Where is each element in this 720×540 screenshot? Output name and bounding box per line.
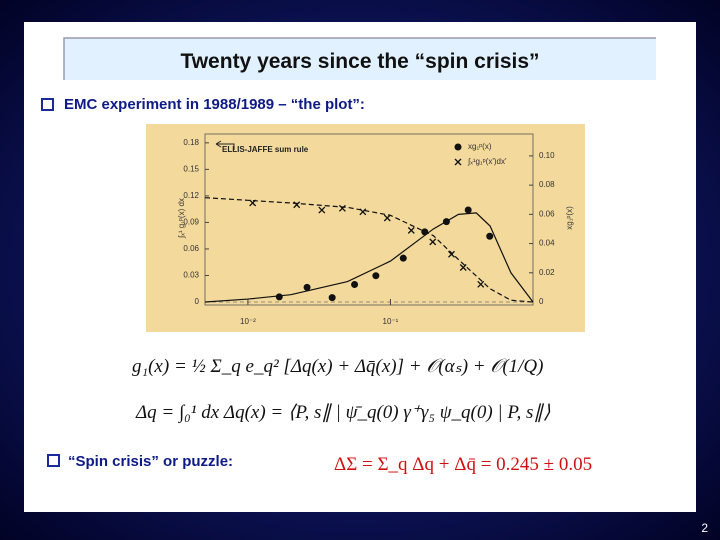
data-point (318, 206, 326, 214)
y2-tick-label: 0.02 (539, 268, 555, 277)
y2-axis-label: xg₁ᵖ(x) (565, 206, 574, 230)
x-tick-label: 10⁻² (240, 317, 256, 326)
y2-tick-label: 0.06 (539, 209, 555, 218)
data-point (399, 254, 407, 262)
y2-tick-label: 0.08 (539, 180, 555, 189)
x-tick-label: 10⁻¹ (383, 317, 399, 326)
legend-marker (454, 158, 462, 166)
data-point (303, 283, 311, 291)
page-number: 2 (701, 521, 708, 535)
data-point (407, 226, 415, 234)
data-point (464, 206, 472, 214)
data-point (486, 232, 494, 240)
legend-label: ∫ₓ¹g₁ᵖ(x')dx' (467, 157, 507, 166)
title-border (63, 37, 656, 80)
data-point (351, 280, 359, 288)
y-tick-label: 0.09 (183, 218, 199, 227)
y2-tick-label: 0.10 (539, 151, 555, 160)
slide-title: Twenty years since the “spin crisis” (180, 50, 539, 73)
plot-frame (204, 133, 534, 306)
bullet-text: “Spin crisis” or puzzle: (68, 453, 233, 470)
data-point (338, 204, 346, 212)
data-point (328, 294, 336, 302)
equation: g₁(x) = ½ Σ_q e_q² [Δq(x) + Δq̄(x)] + 𝒪(… (132, 356, 543, 377)
data-point (383, 214, 391, 222)
data-point (459, 264, 467, 271)
legend-marker (454, 143, 462, 151)
y2-tick-label: 0.04 (539, 239, 555, 248)
y-tick-label: 0 (195, 297, 200, 306)
data-point (448, 250, 455, 258)
plot-background (146, 124, 585, 332)
legend-label: xg₁ᵖ(x) (468, 142, 492, 151)
y-tick-label: 0.12 (183, 191, 199, 200)
data-point (372, 272, 380, 280)
equation: ΔΣ = Σ_q Δq + Δq̄ = 0.245 ± 0.05 (334, 454, 592, 475)
y-axis-label: ∫ₓ¹ g₁ᵖ(x) dx (177, 198, 186, 239)
bullet-icon (47, 454, 60, 467)
y-tick-label: 0.18 (183, 138, 199, 147)
y-tick-label: 0.06 (183, 244, 199, 253)
bullet-text: EMC experiment in 1988/1989 – “the plot”… (64, 96, 365, 113)
annotation: ELLIS-JAFFE sum rule (222, 145, 309, 154)
equation: Δq = ∫₀¹ dx Δq(x) = ⟨P, s∥ | ψ̄_q(0) γ⁺γ… (135, 402, 551, 424)
data-point (429, 238, 437, 246)
fit-line (204, 212, 534, 303)
title-box (64, 38, 656, 80)
bullet-icon (41, 98, 54, 111)
plot: ELLIS-JAFFE sum rule ∫ₓ¹ g₁ᵖ(x) dx xg₁ᵖ(… (177, 133, 574, 326)
fit-line (204, 197, 534, 303)
data-point (275, 293, 283, 301)
y-tick-label: 0.03 (183, 271, 199, 280)
annotation-arrow (215, 140, 235, 150)
y-tick-label: 0.15 (183, 164, 199, 173)
y2-tick-label: 0 (539, 297, 544, 306)
data-point (477, 280, 485, 288)
